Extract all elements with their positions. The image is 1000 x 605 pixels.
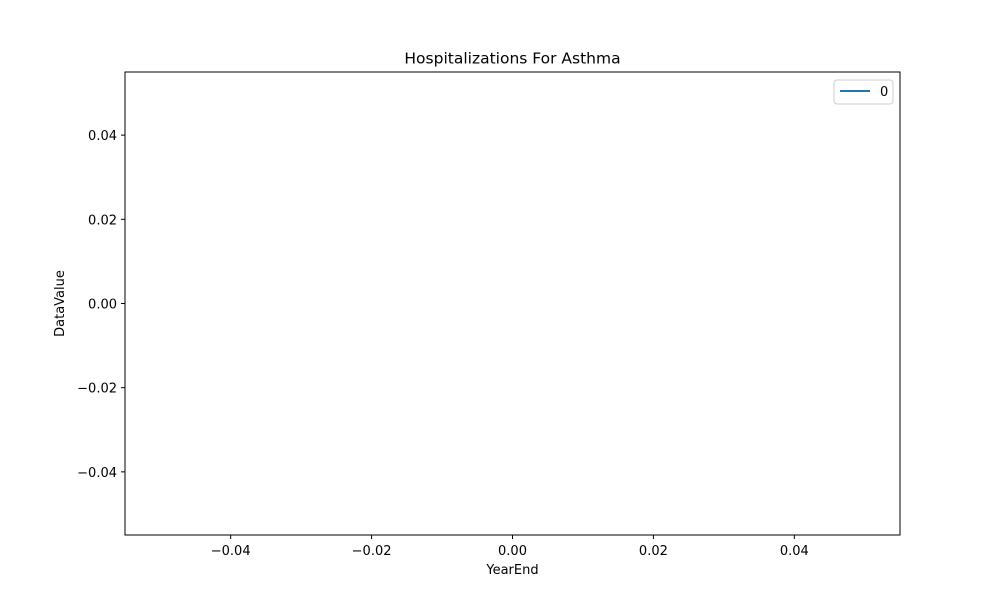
y-axis-label: DataValue [53, 270, 68, 337]
x-axis-ticks: −0.04 −0.02 0.00 0.02 0.04 [211, 535, 809, 559]
y-tick-label: −0.04 [77, 466, 117, 481]
y-tick-label: 0.00 [88, 298, 117, 313]
x-axis-label: YearEnd [485, 563, 538, 578]
y-tick-label: 0.04 [88, 129, 117, 144]
plot-area [124, 71, 901, 536]
legend: 0 [833, 79, 894, 105]
x-tick-label: 0.00 [498, 544, 527, 559]
x-tick-label: 0.02 [639, 544, 668, 559]
chart-title: Hospitalizations For Asthma [404, 50, 620, 68]
x-tick-label: −0.02 [352, 544, 392, 559]
y-tick-label: 0.02 [88, 213, 117, 228]
y-tick-label: −0.02 [77, 382, 117, 397]
x-tick-label: −0.04 [211, 544, 251, 559]
legend-entry-label: 0 [880, 85, 888, 100]
x-tick-label: 0.04 [780, 544, 809, 559]
y-axis-ticks: −0.04 −0.02 0.00 0.02 0.04 [77, 129, 125, 481]
